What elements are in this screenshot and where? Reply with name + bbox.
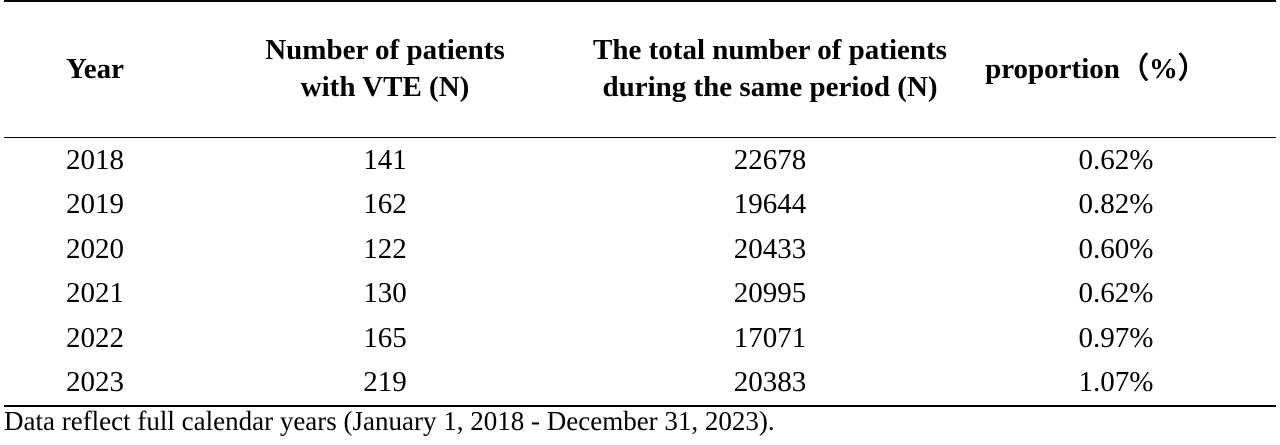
vte-count-cell: 219 <box>363 366 407 399</box>
total-count-cell: 20995 <box>733 277 807 310</box>
table-row: 2019 162 19644 0.82% <box>4 182 1276 227</box>
year-cell: 2021 <box>66 277 124 310</box>
table-row: 2020 122 20433 0.60% <box>4 227 1276 272</box>
vte-count-cell: 122 <box>363 232 407 265</box>
header-proportion: proportion（%） <box>985 52 1207 85</box>
vte-count-cell: 141 <box>363 143 407 176</box>
vte-count-cell: 130 <box>363 277 407 310</box>
total-count-cell: 22678 <box>733 143 807 176</box>
year-cell: 2019 <box>66 188 124 221</box>
table-row: 2021 130 20995 0.62% <box>4 271 1276 316</box>
proportion-cell: 0.62% <box>1078 277 1154 310</box>
table-body: 2018 141 22678 0.62% 2019 162 19644 0.82% 2020 12… <box>4 137 1276 406</box>
vte-count-cell: 162 <box>363 188 407 221</box>
table-row: 2023 219 20383 1.07% <box>4 360 1276 406</box>
total-count-cell: 20383 <box>733 366 807 399</box>
year-cell: 2022 <box>66 321 124 354</box>
table-row: 2018 141 22678 0.62% <box>4 137 1276 182</box>
total-count-cell: 20433 <box>733 232 807 265</box>
proportion-cell: 0.62% <box>1078 143 1154 176</box>
header-row: Year Number of patients with VTE (N) The… <box>4 1 1276 137</box>
total-count-cell: 19644 <box>733 188 807 221</box>
data-table-container: Year Number of patients with VTE (N) The… <box>4 0 1276 407</box>
table-footnote: Data reflect full calendar years (Januar… <box>4 406 775 436</box>
year-cell: 2020 <box>66 232 124 265</box>
header-total-patients: The total number of patients during the … <box>593 34 947 104</box>
proportion-cell: 0.97% <box>1078 321 1154 354</box>
table-row: 2022 165 17071 0.97% <box>4 316 1276 361</box>
year-cell: 2018 <box>66 143 124 176</box>
header-year: Year <box>66 52 124 85</box>
total-count-cell: 17071 <box>733 321 807 354</box>
table-header: Year Number of patients with VTE (N) The… <box>4 1 1276 137</box>
proportion-cell: 1.07% <box>1078 366 1154 399</box>
vte-table: Year Number of patients with VTE (N) The… <box>4 0 1276 407</box>
proportion-cell: 0.82% <box>1078 188 1154 221</box>
vte-count-cell: 165 <box>363 321 407 354</box>
proportion-cell: 0.60% <box>1078 232 1154 265</box>
year-cell: 2023 <box>66 366 124 399</box>
header-vte-patients: Number of patients with VTE (N) <box>265 34 505 104</box>
